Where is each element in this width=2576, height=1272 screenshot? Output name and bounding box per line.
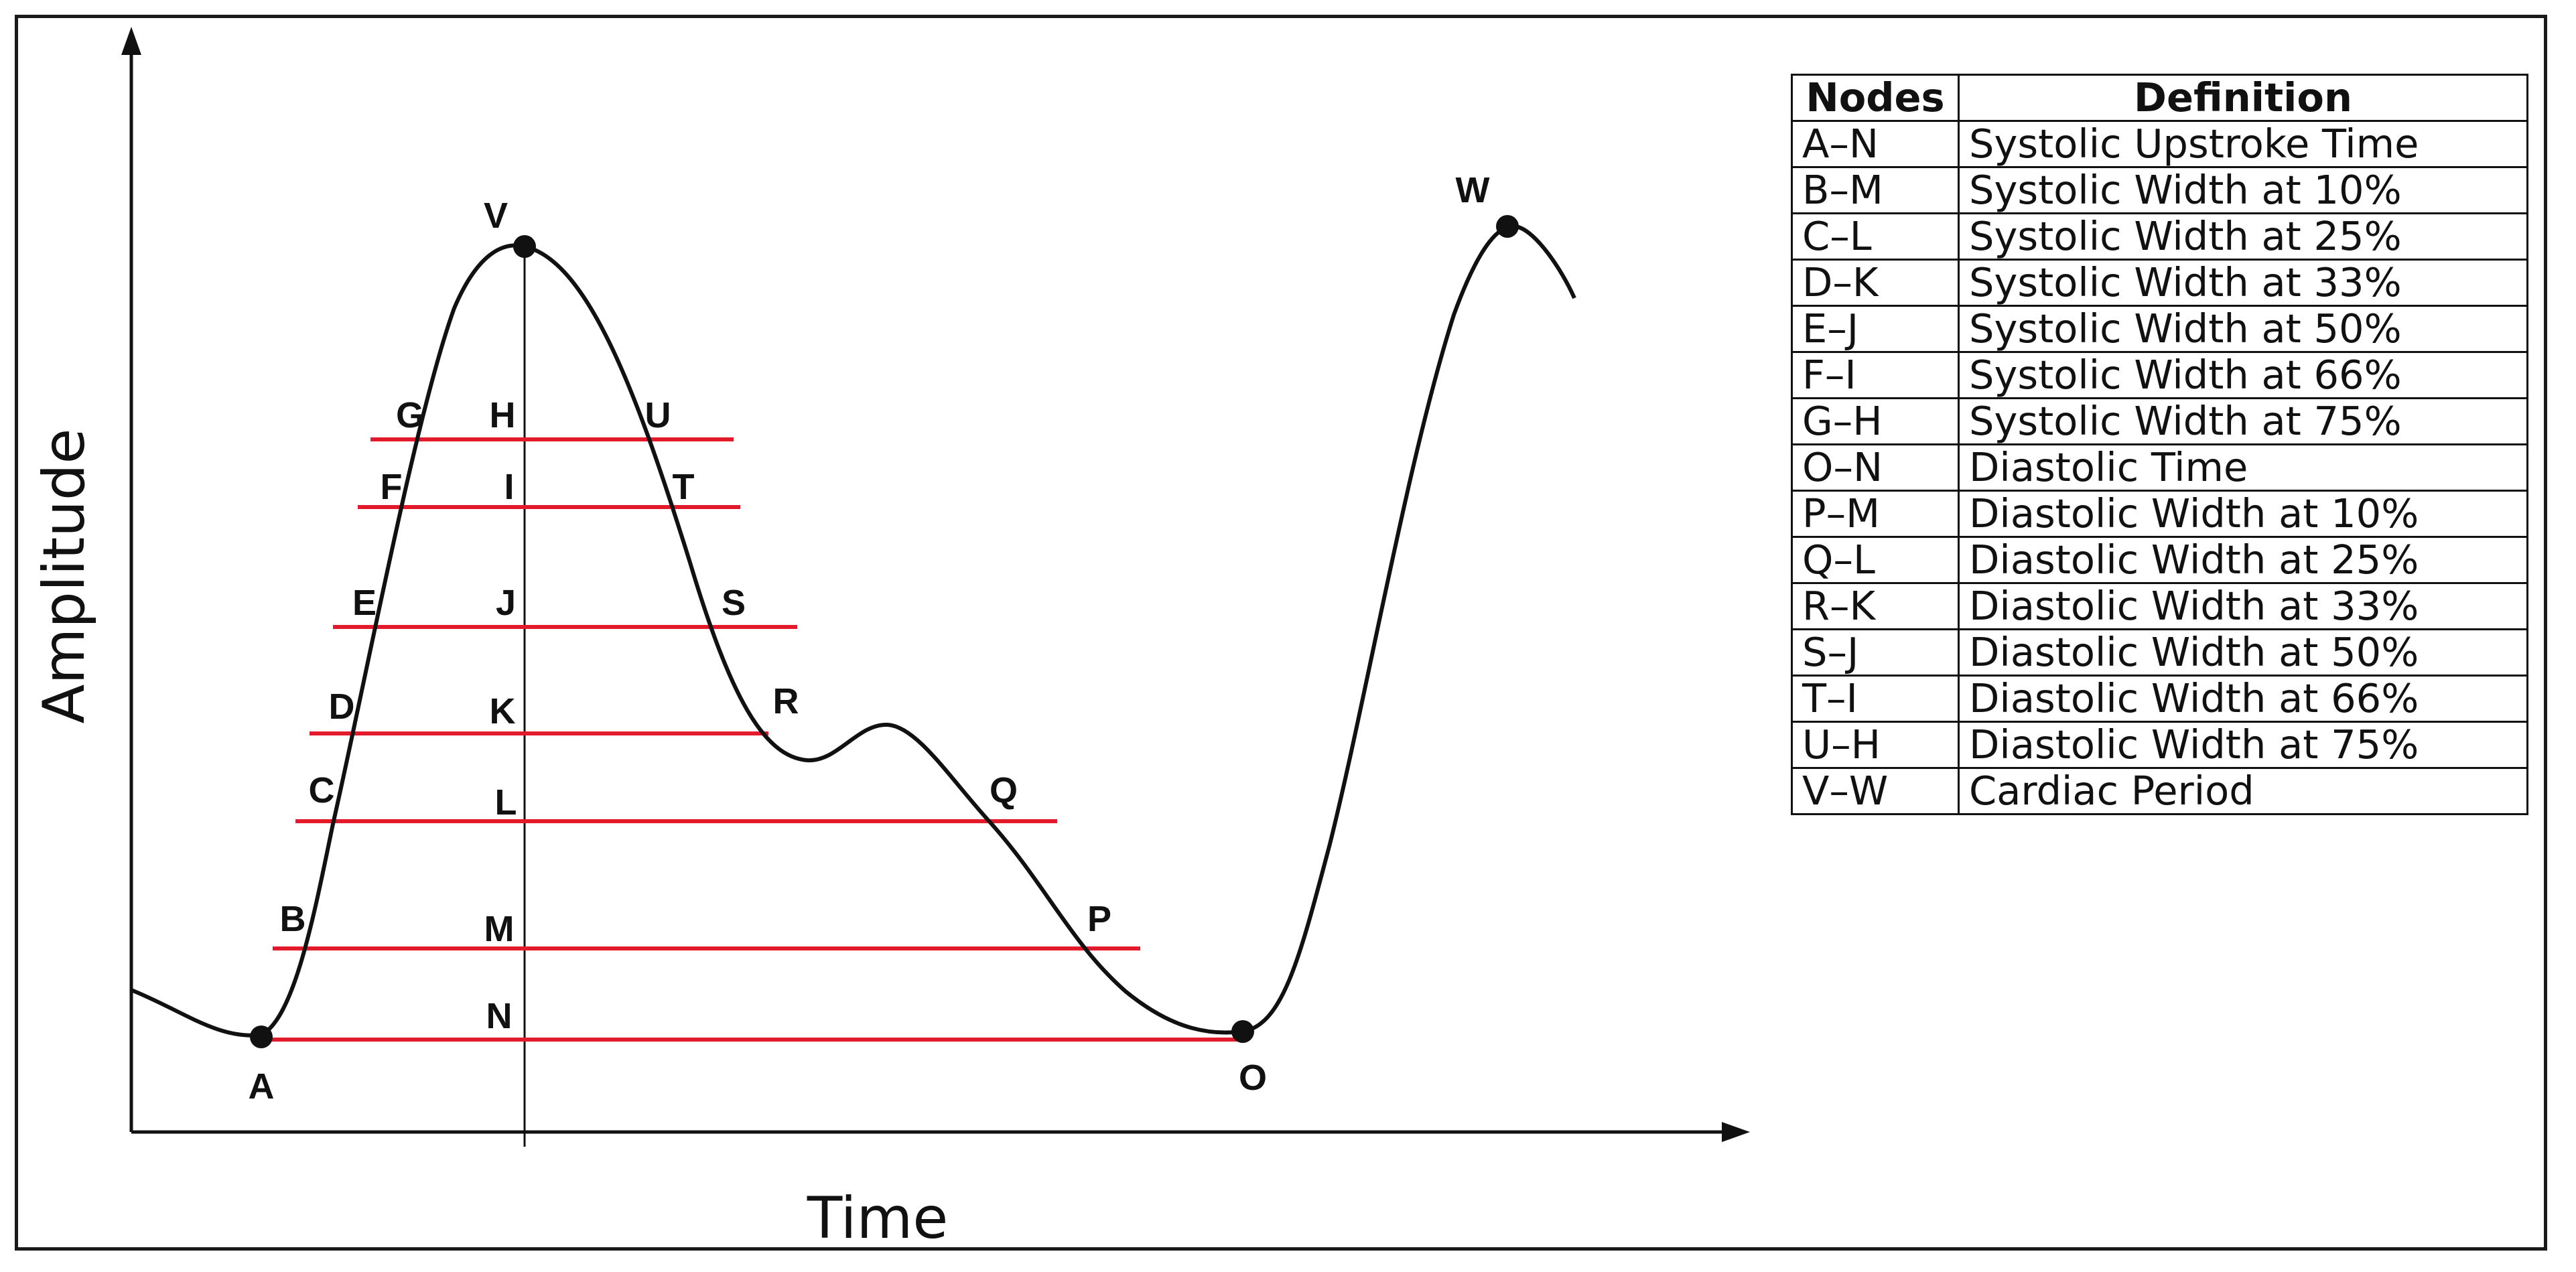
definition-cell: Diastolic Width at 25% <box>1958 536 2528 584</box>
node-pair-cell: P–M <box>1791 490 1960 538</box>
label-e: E <box>352 583 377 623</box>
node-pair-cell: C–L <box>1791 212 1960 261</box>
table-row: A–N Systolic Upstroke Time <box>1791 120 2528 168</box>
label-b: B <box>280 899 306 939</box>
y-axis-arrowhead <box>121 27 141 55</box>
label-p: P <box>1087 899 1111 939</box>
label-i: I <box>504 467 514 507</box>
node-pair-cell: R–K <box>1791 582 1960 630</box>
definition-cell: Diastolic Width at 10% <box>1958 490 2528 538</box>
table-row: F–I Systolic Width at 66% <box>1791 351 2528 399</box>
point-o-marker <box>1231 1020 1254 1043</box>
header-definition: Definition <box>1958 74 2528 122</box>
definition-cell: Diastolic Time <box>1958 443 2528 492</box>
table-row: R–K Diastolic Width at 33% <box>1791 582 2528 630</box>
table-row: C–L Systolic Width at 25% <box>1791 212 2528 261</box>
waveform-curve <box>130 224 1576 1038</box>
table-row: E–J Systolic Width at 50% <box>1791 305 2528 353</box>
definition-cell: Systolic Width at 33% <box>1958 259 2528 307</box>
figure-frame <box>15 15 2547 1251</box>
definition-cell: Systolic Width at 25% <box>1958 212 2528 261</box>
definition-cell: Systolic Width at 66% <box>1958 351 2528 399</box>
label-m: M <box>484 909 515 949</box>
table-row: B–M Systolic Width at 10% <box>1791 166 2528 214</box>
table-body: A–N Systolic Upstroke Time B–M Systolic Wid… <box>1791 120 2528 815</box>
definition-cell: Systolic Width at 75% <box>1958 397 2528 445</box>
label-s: S <box>722 583 746 623</box>
table-row: P–M Diastolic Width at 10% <box>1791 490 2528 538</box>
table-row: D–K Systolic Width at 33% <box>1791 259 2528 307</box>
label-v: V <box>484 196 508 236</box>
label-t: T <box>673 467 695 507</box>
table-row: G–H Systolic Width at 75% <box>1791 397 2528 445</box>
table-row: Q–L Diastolic Width at 25% <box>1791 536 2528 584</box>
point-w-marker <box>1496 215 1519 238</box>
node-pair-cell: T–I <box>1791 675 1960 723</box>
label-o: O <box>1239 1058 1267 1098</box>
node-pair-cell: G–H <box>1791 397 1960 445</box>
node-pair-cell: Q–L <box>1791 536 1960 584</box>
label-l: L <box>495 782 517 823</box>
label-k: K <box>490 691 516 731</box>
label-q: Q <box>990 770 1018 810</box>
label-d: D <box>329 687 355 727</box>
y-axis-label: Amplitude <box>31 429 98 724</box>
table-row: T–I Diastolic Width at 66% <box>1791 675 2528 723</box>
node-pair-cell: U–H <box>1791 721 1960 769</box>
node-pair-cell: O–N <box>1791 443 1960 492</box>
table-row: O–N Diastolic Time <box>1791 443 2528 492</box>
node-pair-cell: E–J <box>1791 305 1960 353</box>
table-row: S–J Diastolic Width at 50% <box>1791 628 2528 677</box>
label-j: J <box>496 583 516 623</box>
label-r: R <box>773 681 799 721</box>
definition-cell: Systolic Width at 10% <box>1958 166 2528 214</box>
point-v-marker <box>513 235 536 258</box>
node-pair-cell: A–N <box>1791 120 1960 168</box>
x-axis-label: Time <box>807 1185 948 1252</box>
table-row: V–W Cardiac Period <box>1791 767 2528 815</box>
node-pair-cell: S–J <box>1791 628 1960 677</box>
definition-cell: Diastolic Width at 75% <box>1958 721 2528 769</box>
definition-cell: Diastolic Width at 33% <box>1958 582 2528 630</box>
header-nodes: Nodes <box>1791 74 1960 122</box>
definition-cell: Systolic Upstroke Time <box>1958 120 2528 168</box>
definition-cell: Systolic Width at 50% <box>1958 305 2528 353</box>
definition-cell: Cardiac Period <box>1958 767 2528 815</box>
node-definitions-table: Nodes Definition A–N Systolic Upstroke Ti… <box>1791 74 2528 815</box>
label-w: W <box>1456 170 1490 210</box>
label-h: H <box>490 395 516 435</box>
node-pair-cell: B–M <box>1791 166 1960 214</box>
label-g: G <box>396 395 424 435</box>
label-n: N <box>486 996 513 1036</box>
definition-cell: Diastolic Width at 66% <box>1958 675 2528 723</box>
table-row: U–H Diastolic Width at 75% <box>1791 721 2528 769</box>
label-f: F <box>381 467 403 507</box>
label-u: U <box>645 395 671 435</box>
level-lines <box>261 437 1243 1042</box>
table-header-row: Nodes Definition <box>1791 74 2528 122</box>
node-pair-cell: D–K <box>1791 259 1960 307</box>
node-pair-cell: F–I <box>1791 351 1960 399</box>
point-a-marker <box>250 1026 273 1048</box>
label-c: C <box>309 770 335 810</box>
definition-cell: Diastolic Width at 50% <box>1958 628 2528 677</box>
label-a: A <box>249 1066 275 1107</box>
x-axis-arrowhead <box>1722 1122 1750 1142</box>
node-pair-cell: V–W <box>1791 767 1960 815</box>
